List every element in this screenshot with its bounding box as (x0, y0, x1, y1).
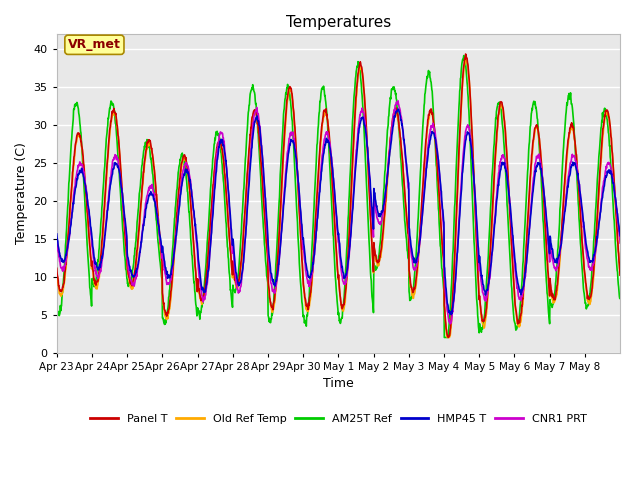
HMP45 T (141, 214, 148, 219)
Y-axis label: Temperature (C): Temperature (C) (15, 143, 28, 244)
AM25T Ref (460, 53, 468, 59)
AM25T Ref (610, 209, 618, 215)
Text: VR_met: VR_met (68, 38, 121, 51)
Old Ref Temp (555, 275, 563, 281)
CNR1 PRT (324, 130, 332, 136)
CNR1 PRT (53, 239, 61, 244)
AM25T Ref (555, 238, 563, 243)
Panel T (313, 193, 321, 199)
Old Ref Temp (444, 335, 451, 340)
HMP45 T (313, 220, 321, 226)
Old Ref Temp (610, 168, 618, 173)
CNR1 PRT (616, 240, 624, 246)
AM25T Ref (141, 144, 148, 150)
CNR1 PRT (394, 98, 402, 104)
Line: Panel T: Panel T (57, 54, 620, 337)
CNR1 PRT (313, 220, 321, 226)
HMP45 T (447, 312, 455, 317)
Old Ref Temp (472, 223, 480, 229)
X-axis label: Time: Time (323, 377, 354, 390)
AM25T Ref (53, 307, 61, 313)
Panel T (141, 157, 148, 163)
HMP45 T (616, 233, 624, 239)
HMP45 T (53, 231, 61, 237)
AM25T Ref (472, 279, 480, 285)
AM25T Ref (616, 295, 624, 301)
AM25T Ref (313, 142, 321, 148)
Panel T (461, 51, 469, 57)
CNR1 PRT (472, 212, 480, 218)
Line: CNR1 PRT: CNR1 PRT (57, 101, 620, 324)
Line: AM25T Ref: AM25T Ref (57, 56, 620, 337)
CNR1 PRT (141, 206, 148, 212)
Title: Temperatures: Temperatures (286, 15, 391, 30)
HMP45 T (324, 139, 332, 144)
Old Ref Temp (313, 200, 321, 206)
HMP45 T (610, 180, 618, 186)
Panel T (472, 222, 480, 228)
CNR1 PRT (555, 260, 563, 265)
Panel T (555, 269, 563, 275)
HMP45 T (394, 106, 402, 112)
Panel T (445, 335, 452, 340)
Panel T (324, 117, 332, 123)
Line: Old Ref Temp: Old Ref Temp (57, 58, 620, 337)
Legend: Panel T, Old Ref Temp, AM25T Ref, HMP45 T, CNR1 PRT: Panel T, Old Ref Temp, AM25T Ref, HMP45 … (86, 409, 591, 428)
Old Ref Temp (324, 118, 332, 123)
Old Ref Temp (616, 272, 624, 278)
Old Ref Temp (141, 159, 148, 165)
Panel T (53, 265, 61, 271)
Panel T (616, 272, 624, 278)
HMP45 T (472, 203, 480, 209)
CNR1 PRT (446, 321, 454, 327)
Old Ref Temp (53, 271, 61, 277)
AM25T Ref (440, 335, 448, 340)
HMP45 T (555, 254, 563, 260)
CNR1 PRT (610, 180, 618, 186)
Line: HMP45 T: HMP45 T (57, 109, 620, 314)
AM25T Ref (324, 121, 332, 127)
Panel T (610, 168, 618, 174)
Old Ref Temp (463, 55, 470, 61)
